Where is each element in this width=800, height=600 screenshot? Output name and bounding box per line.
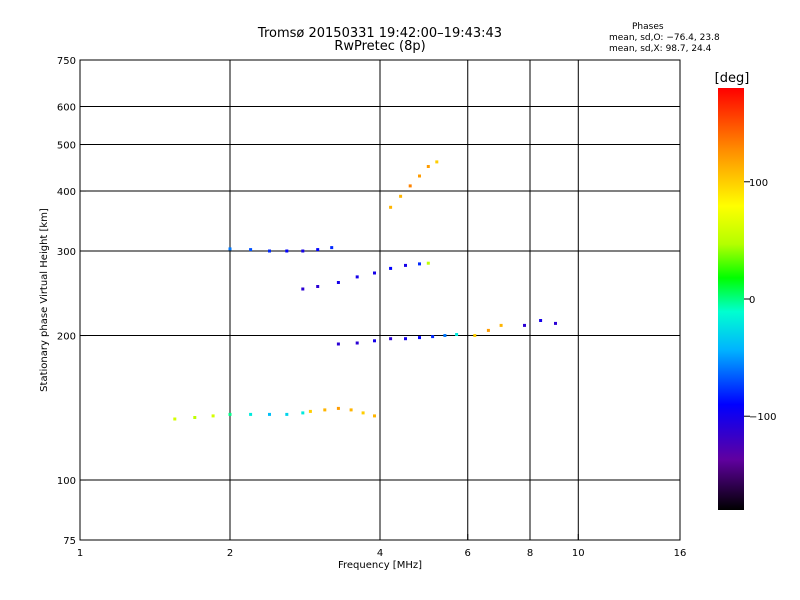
data-point (268, 249, 271, 253)
data-point (389, 337, 393, 341)
y-tick-label: 100 (57, 476, 76, 487)
x-tick-label: 10 (572, 548, 585, 559)
data-point (389, 266, 393, 270)
data-point (173, 417, 177, 421)
data-point (228, 247, 232, 251)
data-point (404, 263, 407, 267)
colorbar-tick-label: −100 (749, 412, 776, 423)
data-point (268, 412, 271, 416)
y-tick-label: 750 (57, 56, 76, 67)
colorbar-tick-label: 0 (749, 295, 755, 306)
data-point (523, 323, 526, 327)
data-point (554, 321, 557, 325)
x-tick-label: 8 (527, 548, 533, 559)
data-point (435, 160, 439, 164)
data-point (418, 336, 421, 340)
y-tick-label: 300 (57, 247, 76, 258)
data-point (539, 319, 543, 322)
y-tick-label: 400 (57, 187, 76, 198)
y-axis-label: Stationary phase Virtual Height [km] (39, 208, 50, 392)
colorbar-ticks: 100 0 −100 (744, 178, 776, 423)
y-tick-label: 75 (63, 536, 76, 547)
x-axis-label: Frequency [MHz] (338, 560, 422, 571)
data-point (355, 341, 359, 345)
data-point (404, 337, 407, 341)
data-point (373, 339, 376, 343)
x-tick-label: 4 (377, 548, 383, 559)
data-point (373, 271, 376, 275)
y-tick-label: 200 (57, 332, 76, 343)
data-point (301, 249, 305, 253)
data-point (455, 333, 459, 336)
axis-ticks: 1 2 4 6 8 10 16 75 100 200 300 400 500 600 750 (57, 56, 686, 559)
data-point (249, 248, 253, 252)
data-point (336, 281, 340, 284)
data-point (399, 194, 403, 198)
data-point (336, 342, 340, 346)
x-tick-label: 1 (77, 548, 83, 559)
colorbar (718, 88, 744, 510)
data-point (308, 409, 312, 413)
data-point (330, 246, 334, 250)
data-point (426, 261, 430, 265)
data-point (349, 408, 353, 412)
data-point (323, 408, 327, 412)
x-tick-label: 2 (227, 548, 233, 559)
data-point (301, 287, 305, 291)
data-point (408, 184, 412, 188)
y-tick-label: 600 (57, 103, 76, 114)
phases-o-stats: mean, sd,O: −76.4, 23.8 (609, 33, 720, 43)
colorbar-tick-label: 100 (749, 178, 768, 189)
data-point (389, 205, 393, 209)
data-point (355, 275, 359, 279)
colorbar-label: [deg] (715, 71, 750, 86)
data-point (301, 411, 305, 415)
data-point (499, 323, 503, 327)
data-point (473, 334, 477, 337)
data-points (173, 160, 557, 421)
data-point (373, 414, 376, 418)
chart-title: Tromsø 20150331 19:42:00–19:43:43 (257, 26, 503, 41)
data-point (193, 416, 197, 419)
data-point (443, 334, 447, 337)
data-point (486, 328, 490, 332)
grid-layer (80, 60, 680, 540)
data-point (361, 411, 365, 415)
data-point (418, 174, 421, 178)
data-point (249, 412, 253, 416)
x-tick-label: 6 (465, 548, 471, 559)
data-point (316, 285, 320, 288)
data-point (431, 335, 435, 339)
data-point (316, 248, 320, 252)
phases-x-stats: mean, sd,X: 98.7, 24.4 (609, 44, 712, 54)
x-tick-label: 16 (674, 548, 687, 559)
chart-subtitle: RwPretec (8p) (334, 39, 426, 54)
data-point (285, 249, 289, 253)
phases-heading: Phases (632, 22, 664, 32)
data-point (426, 165, 430, 168)
y-tick-label: 500 (57, 141, 76, 152)
data-point (228, 412, 232, 416)
data-point (418, 262, 421, 266)
data-point (285, 412, 289, 416)
data-point (336, 406, 340, 410)
data-point (211, 414, 215, 418)
